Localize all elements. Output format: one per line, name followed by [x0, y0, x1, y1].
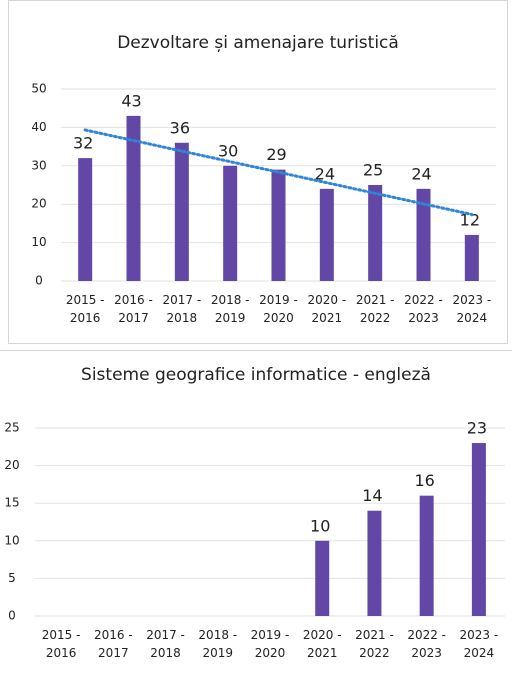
bar	[78, 158, 93, 281]
x-tick-label: 2021 - 2022	[355, 293, 395, 325]
y-tick-label: 50	[31, 82, 46, 96]
bar	[315, 540, 330, 616]
x-tick-label: 2019 - 2020	[250, 628, 290, 660]
data-label: 29	[266, 145, 286, 164]
x-tick-label: 2016 - 2017	[93, 628, 133, 660]
data-label: 32	[73, 134, 93, 153]
x-tick-label: 2023 - 2024	[452, 293, 492, 325]
y-tick-label: 15	[4, 496, 19, 510]
trendline	[83, 128, 474, 216]
data-label: 14	[362, 486, 382, 505]
x-tick-label: 2022 - 2023	[404, 293, 443, 325]
chart-panel: 0 10 20 30 40 50 32 43 36 30 29 24 25 24 12 Dezvoltare …	[8, 0, 508, 344]
x-tick-label: 2018 - 2019	[198, 628, 238, 660]
bar	[126, 115, 141, 281]
data-label: 16	[414, 471, 434, 490]
y-tick-label: 0	[8, 609, 16, 623]
data-label: 23	[467, 419, 487, 438]
data-label: 10	[310, 516, 330, 535]
bar	[368, 185, 383, 281]
x-tick-label: 2023 - 2024	[459, 628, 499, 660]
bar	[367, 510, 382, 616]
bar	[271, 169, 286, 281]
bar	[471, 443, 486, 616]
x-tick-label: 2015 - 2016	[41, 628, 81, 660]
x-tick-label: 2017 - 2018	[146, 628, 185, 660]
data-label: 12	[460, 210, 480, 229]
y-tick-label: 10	[31, 235, 46, 249]
bar	[419, 495, 434, 616]
y-tick-label: 40	[31, 120, 46, 134]
bar	[319, 188, 334, 281]
bar	[223, 165, 238, 281]
y-tick-label: 30	[31, 158, 46, 172]
x-tick-label: 2016 - 2017	[114, 293, 153, 325]
x-tick-label: 2020 - 2021	[307, 293, 347, 325]
y-tick-label: 5	[8, 571, 16, 585]
chart-title: Sisteme geografice informatice - engleză	[81, 365, 431, 385]
y-tick-label: 20	[31, 197, 46, 211]
data-label: 36	[170, 118, 190, 137]
chart: 0 10 20 30 40 50 32 43 36 30 29 24 25 24 12	[31, 82, 496, 288]
x-tick-label: 2022 - 2023	[407, 628, 446, 660]
x-tick-label: 2019 - 2020	[259, 293, 298, 325]
bar	[174, 142, 189, 281]
y-tick-label: 20	[4, 458, 19, 472]
chart-panel: 0 5 10 15 20 25 10 14 16 23 Sisteme geografice inf…	[0, 350, 512, 674]
data-label: 30	[218, 141, 238, 160]
y-tick-label: 0	[35, 274, 43, 288]
bar	[464, 234, 479, 281]
bar	[416, 188, 431, 281]
y-tick-label: 10	[4, 533, 19, 547]
x-tick-label: 2018 - 2019	[210, 293, 250, 325]
data-label: 24	[411, 164, 431, 183]
x-tick-label: 2020 - 2021	[302, 628, 342, 660]
x-tick-label: 2015 - 2016	[65, 293, 105, 325]
data-label: 43	[121, 91, 141, 110]
x-tick-label: 2021 - 2022	[355, 628, 394, 660]
data-label: 24	[315, 164, 335, 183]
y-tick-label: 25	[4, 421, 19, 435]
chart-title: Dezvoltare și amenajare turistică	[117, 33, 399, 53]
x-tick-label: 2017 - 2018	[162, 293, 202, 325]
chart: 0 5 10 15 20 25 10 14 16 23	[4, 419, 505, 623]
data-label: 25	[363, 161, 383, 180]
